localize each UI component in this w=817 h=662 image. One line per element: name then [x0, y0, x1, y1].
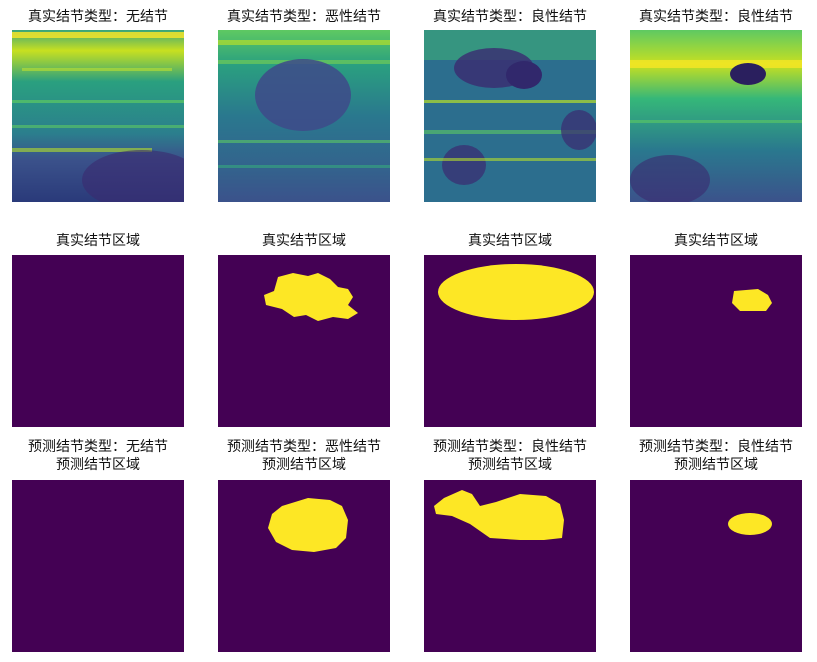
panel-title: 真实结节区域 [0, 232, 204, 250]
ultrasound-image [424, 30, 596, 202]
panel-title: 真实结节区域 [610, 232, 817, 250]
panel-title-line1: 预测结节类型：良性结节 [404, 438, 616, 456]
mask-image [630, 480, 802, 652]
mask-image [218, 480, 390, 652]
mask-image [424, 255, 596, 427]
panel-title-line1: 预测结节类型：恶性结节 [198, 438, 410, 456]
panel-title-line2: 预测结节区域 [610, 456, 817, 474]
panel-title: 真实结节区域 [198, 232, 410, 250]
mask-image [218, 255, 390, 427]
ultrasound-image [218, 30, 390, 202]
panel-title: 真实结节类型：良性结节 [610, 8, 817, 26]
panel-title-line2: 预测结节区域 [404, 456, 616, 474]
ultrasound-image [12, 30, 184, 202]
panel-title-line2: 预测结节区域 [0, 456, 204, 474]
mask-image [12, 480, 184, 652]
panel-title: 真实结节类型：恶性结节 [198, 8, 410, 26]
panel-title: 真实结节类型：无结节 [0, 8, 204, 26]
panel-title-line2: 预测结节区域 [198, 456, 410, 474]
mask-image [630, 255, 802, 427]
ultrasound-image [630, 30, 802, 202]
mask-image [424, 480, 596, 652]
panel-title-line1: 预测结节类型：良性结节 [610, 438, 817, 456]
panel-title-line1: 预测结节类型：无结节 [0, 438, 204, 456]
panel-title: 真实结节区域 [404, 232, 616, 250]
panel-title: 真实结节类型：良性结节 [404, 8, 616, 26]
mask-image [12, 255, 184, 427]
